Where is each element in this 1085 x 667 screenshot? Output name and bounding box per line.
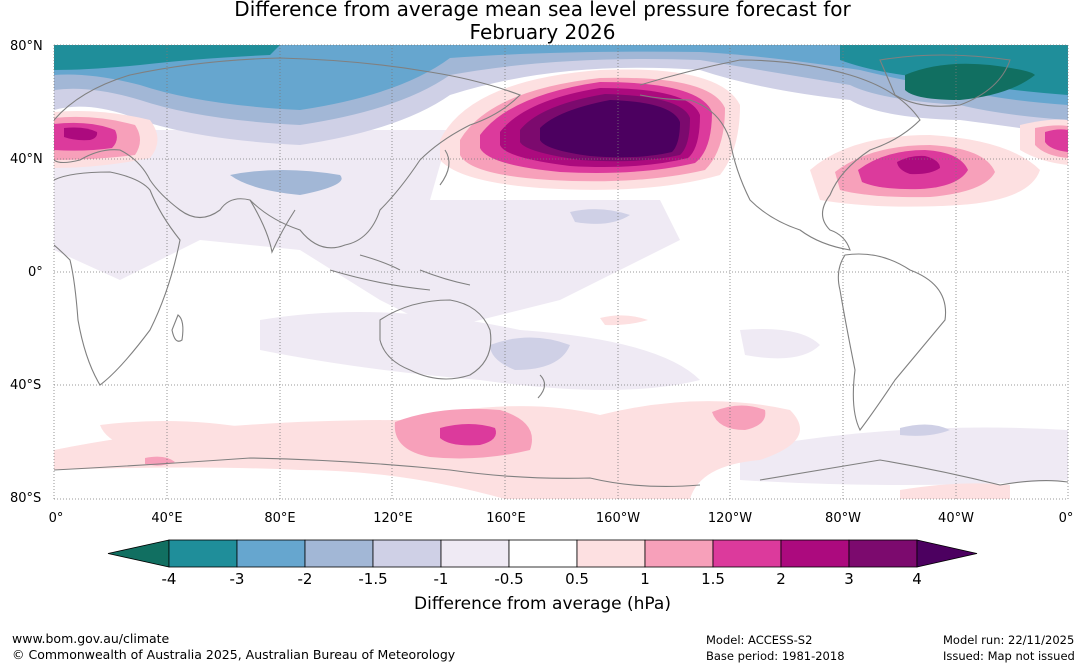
south-atlantic-negative xyxy=(900,424,950,436)
coastline-indonesia xyxy=(329,254,471,291)
weak-negative-region xyxy=(740,427,1068,485)
indian-ocean-negative xyxy=(490,337,570,370)
southern-ocean-high xyxy=(100,421,260,455)
colorbar-tick-label: 4 xyxy=(912,570,922,588)
anomaly-field xyxy=(54,45,1068,499)
north-atlantic-high xyxy=(897,155,940,175)
colorbar-segment xyxy=(712,539,782,568)
colorbar-tick-label: -3 xyxy=(229,570,245,588)
southern-ocean-high xyxy=(900,483,1010,499)
colorbar-segment xyxy=(848,539,918,568)
footer-base-period: Base period: 1981-2018 xyxy=(706,649,845,663)
lon-label-80w: 80°W xyxy=(825,511,861,526)
colorbar-segment xyxy=(168,539,238,568)
lon-label-160w: 160°W xyxy=(595,511,641,526)
lat-label-40n: 40°N xyxy=(10,152,43,167)
lat-label-80n: 80°N xyxy=(10,39,43,54)
southern-ocean-high xyxy=(600,315,648,326)
footer-model: Model: ACCESS-S2 xyxy=(706,633,813,647)
colorbar-tick-label: 1 xyxy=(640,570,650,588)
colorbar-tick-label: -2 xyxy=(297,570,313,588)
colorbar-segment xyxy=(304,539,374,568)
coastline-south-america xyxy=(837,253,947,432)
weak-negative-region xyxy=(740,329,820,359)
colorbar-segment xyxy=(644,539,714,568)
coastline-antarctica xyxy=(54,457,1068,488)
coastline-north-america xyxy=(639,59,921,251)
colorbar-segment xyxy=(576,539,646,568)
colorbar-segment xyxy=(236,539,306,568)
europe-high xyxy=(1045,129,1068,152)
colorbar-segment xyxy=(508,539,578,568)
weak-negative-region xyxy=(260,312,700,390)
lon-label-40w: 40°W xyxy=(938,511,974,526)
coastline-india xyxy=(249,199,296,254)
map-title-line2: February 2026 xyxy=(469,20,616,44)
map-title-line1: Difference from average mean sea level p… xyxy=(234,0,851,21)
lat-label-equator: 0° xyxy=(28,265,43,280)
greenland-low-core xyxy=(905,63,1035,100)
siberia-negative xyxy=(230,170,342,195)
coastlines xyxy=(54,54,1068,488)
coastline-africa xyxy=(54,171,181,386)
colorbar-segment xyxy=(440,539,510,568)
north-pacific-high-core xyxy=(540,100,680,158)
colorbar-tick-label: -0.5 xyxy=(494,570,524,588)
footer-model-run: Model run: 22/11/2025 xyxy=(943,633,1075,647)
coastline-new-zealand xyxy=(537,374,546,399)
colorbar-tick-label: 1.5 xyxy=(701,570,725,588)
coastline-madagascar xyxy=(171,314,184,342)
colorbar-tick-label: -1 xyxy=(433,570,449,588)
coastline-europe-asia xyxy=(54,57,521,249)
colorbar xyxy=(107,539,978,568)
weak-negative-region xyxy=(54,130,680,330)
colorbar-segment xyxy=(780,539,850,568)
colorbar-title: Difference from average (hPa) xyxy=(414,594,671,614)
footer-website-link[interactable]: www.bom.gov.au/climate xyxy=(12,631,170,646)
europe-high xyxy=(64,127,98,141)
colorbar-extend-max xyxy=(916,539,978,568)
colorbar-tick-label: 2 xyxy=(776,570,786,588)
southern-ocean-high xyxy=(712,405,766,430)
colorbar-extend-min xyxy=(107,539,170,568)
graticule xyxy=(53,44,1069,500)
colorbar-tick-label: -1.5 xyxy=(358,570,388,588)
lon-label-120e: 120°E xyxy=(373,511,413,526)
pacific-negative xyxy=(570,209,630,224)
coastline-japan xyxy=(439,149,450,186)
colorbar-tick-label: 0.5 xyxy=(565,570,589,588)
colorbar-tick-label: 3 xyxy=(844,570,854,588)
lon-label-120w: 120°W xyxy=(707,511,753,526)
coastline-australia xyxy=(379,299,492,380)
footer-issued: Issued: Map not issued xyxy=(943,649,1075,663)
lon-label-0: 0° xyxy=(48,511,64,526)
southern-ocean-high-core xyxy=(440,424,496,446)
footer-copyright: © Commonwealth of Australia 2025, Austra… xyxy=(12,647,456,662)
lat-label-40s: 40°S xyxy=(10,378,42,393)
lon-label-80e: 80°E xyxy=(264,511,296,526)
lon-label-360: 0° xyxy=(1058,511,1074,526)
colorbar-segment xyxy=(372,539,442,568)
lon-label-40e: 40°E xyxy=(151,511,183,526)
lat-label-80s: 80°S xyxy=(10,491,42,506)
coastline-greenland xyxy=(879,54,1011,107)
arctic-negative-band xyxy=(54,45,1068,110)
colorbar-tick-label: -4 xyxy=(161,570,177,588)
lon-label-160e: 160°E xyxy=(486,511,526,526)
